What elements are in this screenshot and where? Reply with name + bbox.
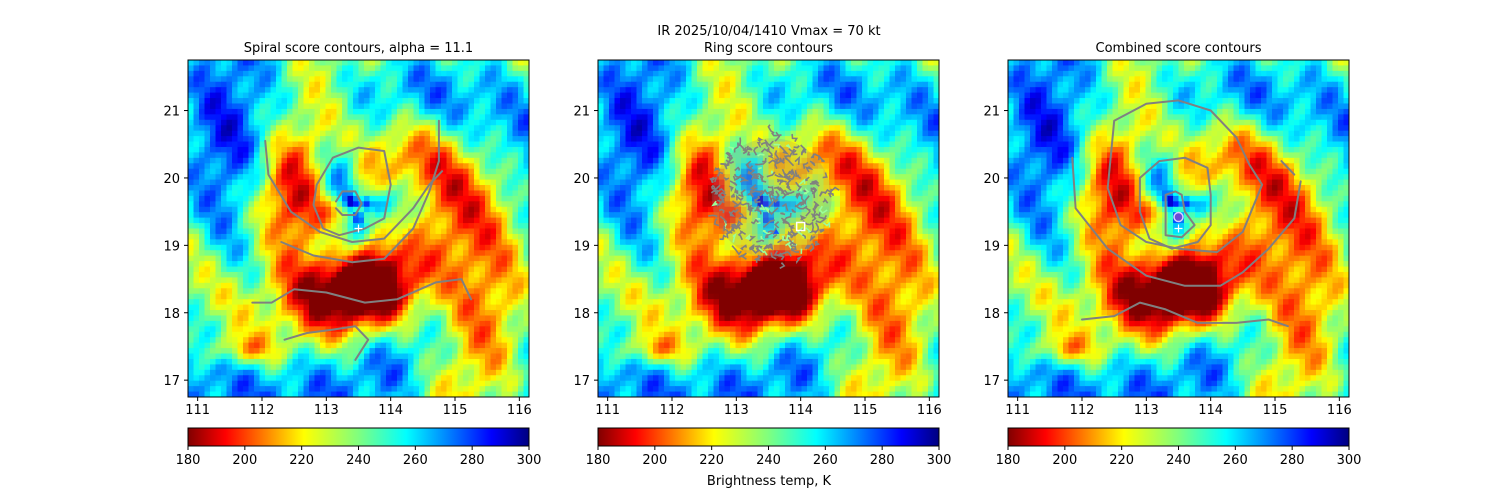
x-tick-label: 111 (595, 403, 620, 418)
contour-line (280, 119, 440, 264)
colorbar-tick-label: 180 (586, 453, 611, 468)
ring-score-panel: Ring score contours 111 112 113 114 115 116 17 1… (573, 41, 951, 468)
colorbar-tick-label: 300 (927, 453, 952, 468)
x-tick-label: 116 (1327, 403, 1352, 418)
contour-line (264, 139, 444, 243)
colorbar-tick-label: 180 (176, 453, 201, 468)
x-tick-label: 113 (724, 403, 749, 418)
x-tick-label: 114 (378, 403, 403, 418)
contour-line (1071, 156, 1302, 287)
x-tick-label: 112 (1070, 403, 1095, 418)
x-tick-label: 111 (1005, 403, 1030, 418)
center-marker (354, 224, 363, 233)
colorbar-tick-label: 260 (813, 453, 838, 468)
center-marker (795, 221, 806, 232)
colorbar-tick-label: 180 (996, 453, 1021, 468)
colorbar-tick-label: 260 (403, 453, 428, 468)
score-contours (1071, 99, 1302, 328)
x-tick-label: 112 (250, 403, 275, 418)
y-tick-label: 17 (163, 374, 180, 389)
y-tick-label: 19 (163, 239, 180, 254)
y-tick-label: 21 (573, 105, 590, 120)
colorbar-tick-label: 200 (232, 453, 257, 468)
y-tick-label: 17 (573, 374, 590, 389)
y-tick-label: 17 (983, 374, 1000, 389)
plot-frame (187, 59, 530, 398)
y-tick-label: 18 (573, 307, 590, 322)
contour-line (1138, 156, 1212, 250)
panel-title: Spiral score contours, alpha = 11.1 (244, 41, 473, 56)
ring-contour-cloud (708, 124, 840, 270)
x-tick-label: 115 (853, 403, 878, 418)
colorbar-tick-label: 280 (870, 453, 895, 468)
colorbar-tick-label: 240 (756, 453, 781, 468)
spiral-score-panel: Spiral score contours, alpha = 11.1 111 11… (163, 41, 541, 468)
colorbar-tick-label: 280 (1280, 453, 1305, 468)
contour-line (1280, 160, 1296, 176)
contour-line (335, 190, 363, 216)
x-tick-label: 116 (917, 403, 942, 418)
x-tick-label: 115 (1263, 403, 1288, 418)
colorbar-tick-label: 200 (1052, 453, 1077, 468)
colorbar-label: Brightness temp, K (707, 474, 832, 489)
y-tick-label: 20 (163, 172, 180, 187)
secondary-center-marker (773, 228, 780, 234)
secondary-center-marker (1174, 224, 1183, 233)
contour-line (251, 278, 473, 304)
contour-line (1106, 99, 1264, 254)
colorbar (598, 428, 939, 446)
x-tick-label: 115 (443, 403, 468, 418)
plot-frame (597, 59, 940, 398)
colorbar-tick-label: 220 (699, 453, 724, 468)
panel-title: Combined score contours (1096, 41, 1262, 56)
contour-line (283, 325, 370, 361)
x-tick-label: 111 (185, 403, 210, 418)
x-tick-label: 112 (660, 403, 685, 418)
colorbar-tick-label: 240 (346, 453, 371, 468)
x-tick-label: 113 (1134, 403, 1159, 418)
x-tick-label: 113 (314, 403, 339, 418)
colorbar-tick-label: 240 (1166, 453, 1191, 468)
colorbar-tick-label: 200 (642, 453, 667, 468)
brightness-field (1008, 60, 1349, 397)
panel-title: Ring score contours (704, 41, 833, 56)
colorbar (1008, 428, 1349, 446)
y-tick-label: 20 (983, 172, 1000, 187)
y-tick-label: 19 (573, 239, 590, 254)
score-contours (251, 119, 473, 361)
contour-line (1164, 190, 1196, 239)
contour-line (1081, 301, 1289, 328)
colorbar-tick-label: 260 (1223, 453, 1248, 468)
brightness-field (598, 60, 939, 397)
colorbar-tick-label: 220 (289, 453, 314, 468)
colorbar-tick-label: 220 (1109, 453, 1134, 468)
colorbar-tick-label: 300 (517, 453, 542, 468)
combined-score-panel: Combined score contours 111 112 113 114 115 11… (983, 41, 1361, 468)
contour-line (312, 146, 392, 237)
brightness-field (188, 60, 529, 397)
y-tick-label: 18 (163, 307, 180, 322)
y-tick-label: 18 (983, 307, 1000, 322)
x-tick-label: 116 (507, 403, 532, 418)
center-marker (1173, 211, 1184, 223)
y-tick-label: 21 (983, 105, 1000, 120)
colorbar (188, 428, 529, 446)
y-tick-label: 20 (573, 172, 590, 187)
plot-frame (1007, 59, 1350, 398)
colorbar-tick-label: 280 (460, 453, 485, 468)
x-tick-label: 114 (788, 403, 813, 418)
colorbar-tick-label: 300 (1337, 453, 1362, 468)
x-tick-label: 114 (1198, 403, 1223, 418)
y-tick-label: 19 (983, 239, 1000, 254)
y-tick-label: 21 (163, 105, 180, 120)
figure-suptitle: IR 2025/10/04/1410 Vmax = 70 kt (657, 24, 880, 39)
